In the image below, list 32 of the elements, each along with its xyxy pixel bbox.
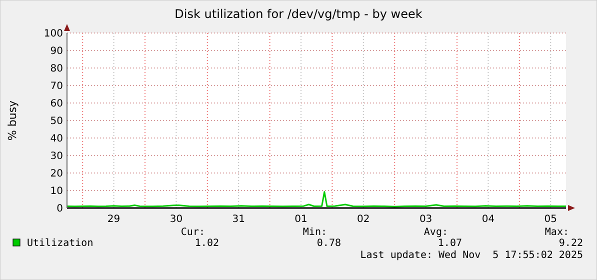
- text: Min:: [302, 227, 327, 238]
- x-tick-label: 29: [107, 214, 120, 225]
- x-tick-label: 01: [294, 214, 308, 225]
- x-tick-label: 03: [419, 214, 432, 225]
- y-tick-label: 60: [50, 98, 63, 110]
- text: Max:: [544, 227, 569, 238]
- y-tick-label: 0: [56, 204, 63, 214]
- text: Last update: Wed Nov 5 17:55:02 2025: [360, 250, 583, 261]
- y-tick-label: 100: [44, 28, 63, 40]
- x-tick-label: 30: [170, 214, 183, 225]
- x-tick-label: 05: [544, 214, 557, 225]
- chart-title: Disk utilization for /dev/vg/tmp - by week: [174, 7, 422, 21]
- x-tick-label: 31: [232, 214, 245, 225]
- text: 0.78: [316, 238, 341, 249]
- y-axis-title: % busy: [6, 100, 19, 141]
- text: 1.02: [194, 238, 219, 249]
- y-tick-label: 30: [50, 151, 63, 162]
- text: 1.07: [438, 238, 462, 249]
- legend-label: Utilization: [27, 238, 94, 249]
- y-tick-label: 70: [50, 81, 63, 92]
- y-tick-label: 20: [50, 168, 63, 180]
- x-tick-label: 04: [482, 214, 495, 225]
- line-series: [66, 191, 567, 208]
- y-tick-label: 90: [50, 46, 63, 57]
- text: Cur:: [180, 227, 205, 238]
- x-tick-label: 02: [357, 214, 370, 225]
- y-tick-label: 40: [50, 134, 63, 144]
- text: 9.22: [558, 238, 583, 249]
- y-tick-label: 80: [50, 64, 63, 74]
- text: Avg:: [424, 227, 448, 238]
- y-tick-label: 50: [50, 116, 63, 127]
- y-tick-label: 10: [50, 186, 63, 197]
